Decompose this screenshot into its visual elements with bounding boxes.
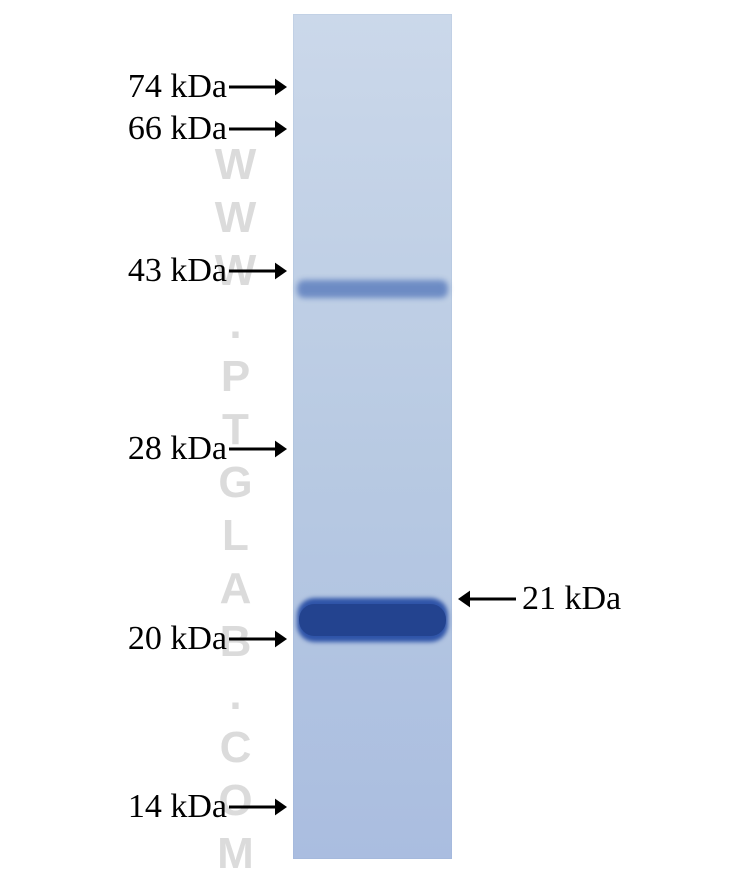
- arrow-right-icon: [229, 117, 287, 141]
- gel-lane: [293, 14, 452, 859]
- arrow-right-icon: [229, 437, 287, 461]
- mw-marker-right: 21 kDa: [458, 580, 621, 618]
- mw-marker-left: 28 kDa: [0, 430, 287, 468]
- mw-marker-label: 66 kDa: [128, 110, 227, 148]
- arrow-right-icon: [229, 627, 287, 651]
- mw-marker-left: 14 kDa: [0, 788, 287, 826]
- mw-marker-label: 20 kDa: [128, 620, 227, 658]
- mw-marker-left: 20 kDa: [0, 620, 287, 658]
- arrow-right-icon: [229, 259, 287, 283]
- arrow-left-icon: [458, 587, 516, 611]
- arrow-right-icon: [229, 795, 287, 819]
- mw-marker-left: 74 kDa: [0, 68, 287, 106]
- mw-marker-label: 21 kDa: [522, 580, 621, 618]
- arrow-right-icon: [229, 75, 287, 99]
- protein-band: [297, 280, 448, 298]
- mw-marker-left: 43 kDa: [0, 252, 287, 290]
- mw-marker-label: 43 kDa: [128, 252, 227, 290]
- mw-marker-label: 28 kDa: [128, 430, 227, 468]
- protein-band-core: [299, 604, 446, 636]
- watermark-text: WWW.PTGLAB.COM: [210, 140, 260, 860]
- mw-marker-label: 74 kDa: [128, 68, 227, 106]
- mw-marker-left: 66 kDa: [0, 110, 287, 148]
- mw-marker-label: 14 kDa: [128, 788, 227, 826]
- gel-image-canvas: WWW.PTGLAB.COM 74 kDa 66 kDa 43 kDa 28 kD…: [0, 0, 740, 873]
